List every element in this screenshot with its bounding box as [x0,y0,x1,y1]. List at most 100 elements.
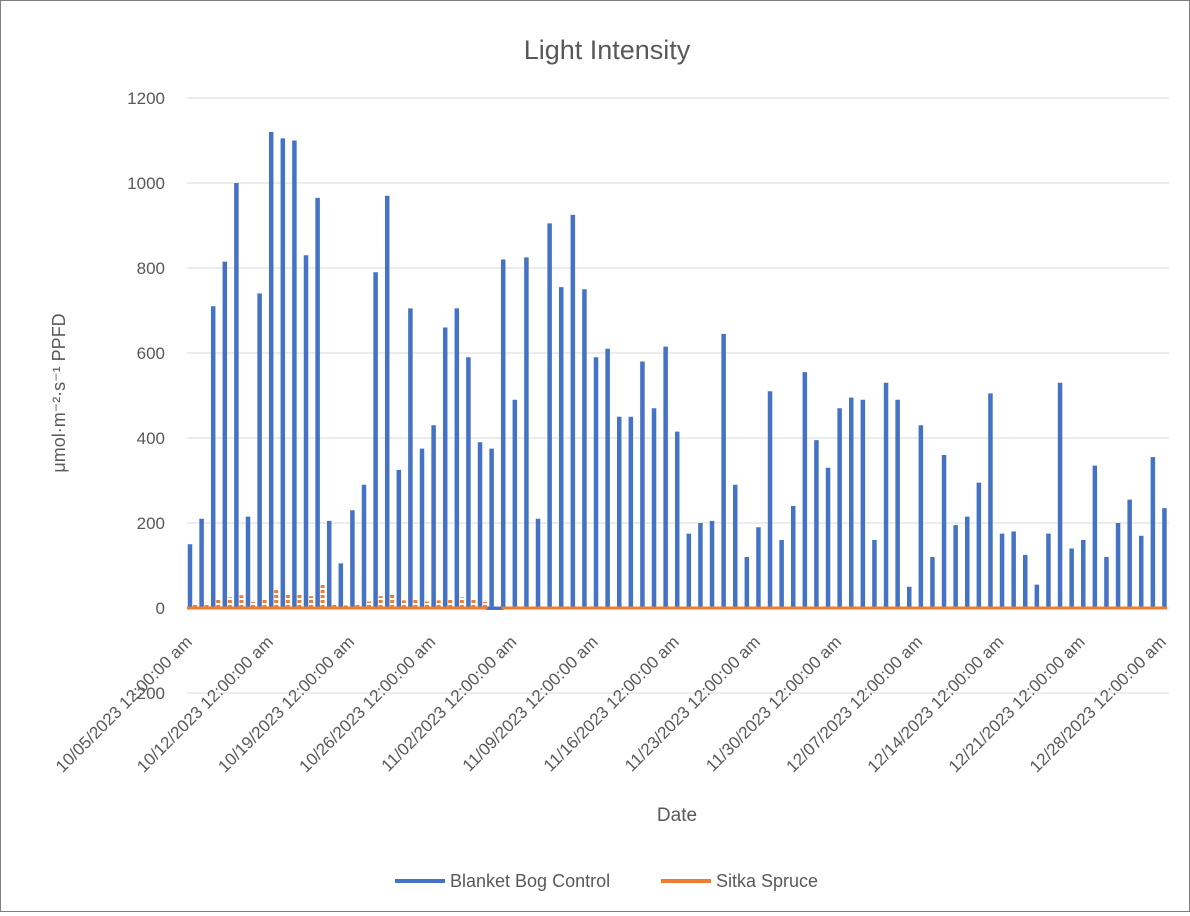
x-tick-label: 11/02/2023 12:00:00 am [378,632,521,775]
x-tick-label: 11/23/2023 12:00:00 am [621,632,764,775]
bog-bar [906,586,912,608]
y-tick-label: 0 [156,599,165,618]
bog-bar [547,223,552,608]
bog-bar [489,448,494,608]
bog-bar [930,557,935,608]
bog-bar [593,357,599,608]
bog-bar [1034,584,1040,608]
bog-bar [732,484,738,608]
bog-bar [512,399,518,608]
y-axis-label: μmol·m⁻²·s⁻¹ PPFD [49,313,69,472]
y-axis-ticks: -200 0 200 400 600 800 1000 1200 [127,89,165,703]
bog-bar [1092,465,1098,608]
bog-bar [570,214,576,608]
bog-bar [210,306,216,608]
bog-bar [790,506,796,608]
bog-bar [686,533,692,608]
bog-bar [558,287,564,608]
bog-bar [234,183,239,608]
bog-bar [1150,457,1156,608]
bog-bar [535,518,541,608]
bog-bar [524,257,529,608]
bog-bar [187,544,193,608]
y-tick-label: 1200 [127,89,165,108]
x-tick-label: 12/28/2023 12:00:00 am [1026,632,1170,776]
bog-bar [895,399,900,608]
bog-bar [872,540,877,608]
bog-bar [419,448,425,608]
bog-bar [1127,499,1132,608]
y-tick-label: -200 [131,684,165,703]
bog-bar [500,259,506,608]
x-tick-label: 12/14/2023 12:00:00 am [864,632,1008,776]
bog-bar [338,563,344,608]
bog-bar [1115,523,1121,608]
bog-bar [396,469,402,608]
bog-bar [605,348,610,608]
bog-bar [466,357,471,608]
bog-bar [384,195,390,608]
y-tick-label: 600 [137,344,165,363]
bog-bar [1081,540,1086,608]
bog-bar [1046,533,1051,608]
bog-bar [964,516,970,608]
bog-bar [454,308,460,608]
x-tick-label: 10/12/2023 12:00:00 am [133,632,277,776]
x-tick-label: 12/21/2023 12:00:00 am [945,632,1089,776]
bog-bar [988,393,993,608]
bog-bar [837,408,842,608]
bog-bar [1069,548,1074,608]
y-tick-label: 400 [137,429,165,448]
bog-bar [744,557,750,608]
bog-bar [199,518,204,608]
bog-bar [814,440,819,608]
bog-bar [953,525,958,608]
bog-bar [373,272,378,608]
x-axis-label: Date [657,805,697,826]
bog-bar [582,289,587,608]
legend-label-sitka-spruce: Sitka Spruce [716,871,818,891]
y-tick-label: 800 [137,259,165,278]
bog-bar [1139,535,1144,608]
bog-bar [674,431,680,608]
bog-bar [640,361,645,608]
bog-bar [999,533,1005,608]
bog-bar [326,520,332,608]
bog-bar [303,255,309,608]
bog-bar [1104,557,1109,608]
legend: Blanket Bog Control Sitka Spruce [395,871,818,891]
sitka-spruce-series [187,584,1167,610]
bog-bar [976,482,982,608]
bog-bar [408,308,413,608]
x-tick-label: 11/30/2023 12:00:00 am [702,632,845,775]
y-tick-label: 1000 [127,174,165,193]
legend-label-blanket-bog: Blanket Bog Control [450,871,610,891]
bog-bar [825,467,831,608]
bog-bar [315,197,320,608]
bog-bar [941,455,947,608]
bog-bar [280,138,286,608]
chart-title: Light Intensity [524,35,691,65]
bog-bar [860,399,866,608]
bog-bar [1057,382,1063,608]
bog-bar [756,527,761,608]
bog-bar [1162,508,1167,608]
bog-bar [767,391,773,608]
bog-bar [477,442,483,608]
bog-bar [721,333,726,608]
x-tick-label: 11/16/2023 12:00:00 am [540,632,683,775]
bog-bar [442,327,448,608]
bog-bar [257,293,262,608]
bog-bar [883,382,889,608]
bog-bar [628,416,634,608]
bog-bar [292,140,297,608]
x-tick-label: 11/09/2023 12:00:00 am [459,632,602,775]
bog-bar [918,425,924,608]
bog-bar [361,484,367,608]
bog-bar [698,523,703,608]
y-tick-label: 200 [137,514,165,533]
bog-bar [1023,554,1028,608]
